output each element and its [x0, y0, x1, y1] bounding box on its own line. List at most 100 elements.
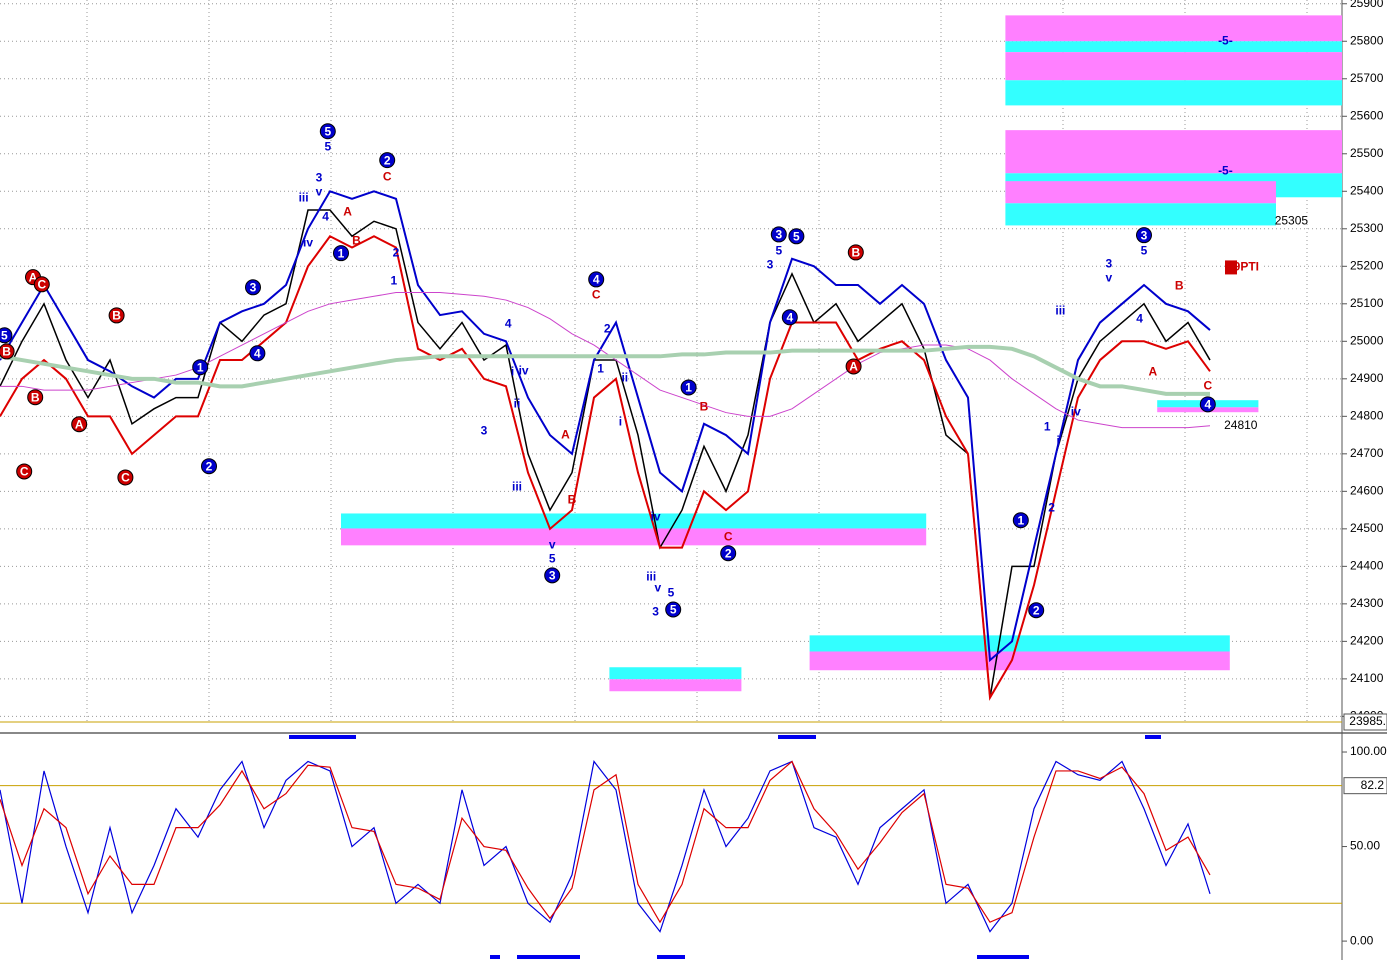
wave-circle: [0, 327, 13, 344]
annotation: i: [619, 414, 622, 428]
level-label-box: [1343, 777, 1387, 795]
wave-circle: [27, 389, 44, 406]
signal-bar: [490, 955, 500, 959]
wave-label: A: [29, 270, 38, 284]
annotation: iv: [651, 509, 661, 523]
wave-circle: [108, 307, 125, 324]
wave-label: 1: [1017, 513, 1024, 527]
y-tick-label: 100.00: [1350, 744, 1387, 758]
wave-label: C: [20, 465, 29, 479]
annotation: ii: [514, 396, 521, 410]
y-tick-label: 24200: [1350, 634, 1384, 648]
wave-label: 1: [197, 360, 204, 374]
y-tick-label: 24500: [1350, 521, 1384, 535]
signal-bar: [517, 955, 580, 959]
wave-circle: [245, 279, 261, 296]
signal-bar: [657, 955, 685, 959]
y-tick-label: 25100: [1350, 296, 1384, 310]
annotation: A: [561, 428, 570, 442]
wave-circle: [33, 276, 50, 293]
annotation: iv: [303, 236, 313, 250]
annotation: A: [1148, 365, 1157, 379]
y-tick-label: 0.00: [1350, 933, 1374, 947]
wave-label: B: [112, 309, 121, 323]
y-tick-label: 24100: [1350, 671, 1384, 685]
wave-circle: [1012, 512, 1029, 529]
annotation: -5-: [1218, 164, 1233, 178]
series-line: [0, 344, 1210, 396]
zone-band: [1005, 80, 1342, 106]
annotation: 5: [549, 551, 556, 565]
wave-label: A: [849, 360, 858, 374]
y-tick-label: 25000: [1350, 333, 1384, 347]
annotation: 3: [481, 423, 488, 437]
y-tick-label: 25200: [1350, 258, 1384, 272]
annotation: 4: [505, 317, 512, 331]
wave-label: 4: [1204, 397, 1211, 411]
wave-circle: [249, 345, 266, 362]
label-box-accent: [1225, 260, 1237, 275]
wave-label: 3: [250, 280, 257, 294]
annotation: 2: [393, 245, 400, 259]
annotation: B: [1175, 278, 1184, 292]
y-tick-label: 24400: [1350, 559, 1384, 573]
wave-label: 2: [1033, 603, 1040, 617]
annotation: C: [724, 530, 733, 544]
y-tick-label: 25500: [1350, 146, 1384, 160]
wave-label: 1: [338, 246, 345, 260]
wave-circle: [1028, 602, 1045, 619]
series-line: [0, 760, 1211, 924]
wave-label: C: [121, 471, 130, 485]
wave-label: 3: [549, 569, 556, 583]
wave-label: 4: [593, 273, 600, 287]
annotation: 3: [1105, 257, 1112, 271]
wave-circle: [588, 271, 605, 288]
zone-band: [1005, 41, 1342, 53]
annotation: C: [1203, 378, 1212, 392]
y-tick-label: 25800: [1350, 33, 1384, 47]
annotation: v: [316, 185, 323, 199]
wave-circle: [1199, 396, 1216, 413]
wave-label: B: [31, 390, 40, 404]
wave-circle: [16, 463, 33, 480]
wave-label: 2: [384, 153, 391, 167]
wave-circle: [319, 123, 336, 140]
zone-band: [1005, 130, 1342, 174]
annotation: 24810: [1224, 418, 1258, 432]
wave-label: 3: [775, 228, 782, 242]
annotation: 4: [322, 209, 329, 223]
annotation: v: [1105, 270, 1112, 284]
wave-circle: [781, 309, 798, 326]
wave-label: B: [851, 246, 860, 260]
wave-circle: [680, 379, 697, 396]
wave-label: 5: [670, 603, 677, 617]
zone-band: [1005, 181, 1276, 204]
y-tick-label: 24800: [1350, 408, 1384, 422]
annotation: C: [592, 287, 601, 301]
zone-band: [1005, 203, 1276, 226]
wave-circle: [1136, 227, 1152, 244]
y-tick-label: 24600: [1350, 484, 1384, 498]
y-tick-label: 24700: [1350, 446, 1384, 460]
zone-band: [609, 667, 742, 680]
annotation: C: [383, 170, 392, 184]
annotation: 3: [652, 605, 659, 619]
y-tick-label: 50.00: [1350, 839, 1380, 853]
signal-bar: [977, 955, 1029, 959]
annotation: 1: [597, 362, 604, 376]
zone-band: [809, 635, 1230, 652]
y-tick-label: 24300: [1350, 596, 1384, 610]
annotation: B: [568, 493, 577, 507]
zone-band: [609, 679, 742, 692]
wave-circle: [333, 245, 349, 262]
signal-bar: [1145, 735, 1161, 739]
wave-label: A: [75, 417, 84, 431]
annotation: A: [343, 204, 352, 218]
zone-band: [1005, 52, 1342, 81]
zone-band: [1005, 15, 1342, 42]
annotation: v: [549, 538, 556, 552]
y-tick-label: 25900: [1350, 0, 1384, 10]
wave-label: C: [37, 277, 46, 291]
